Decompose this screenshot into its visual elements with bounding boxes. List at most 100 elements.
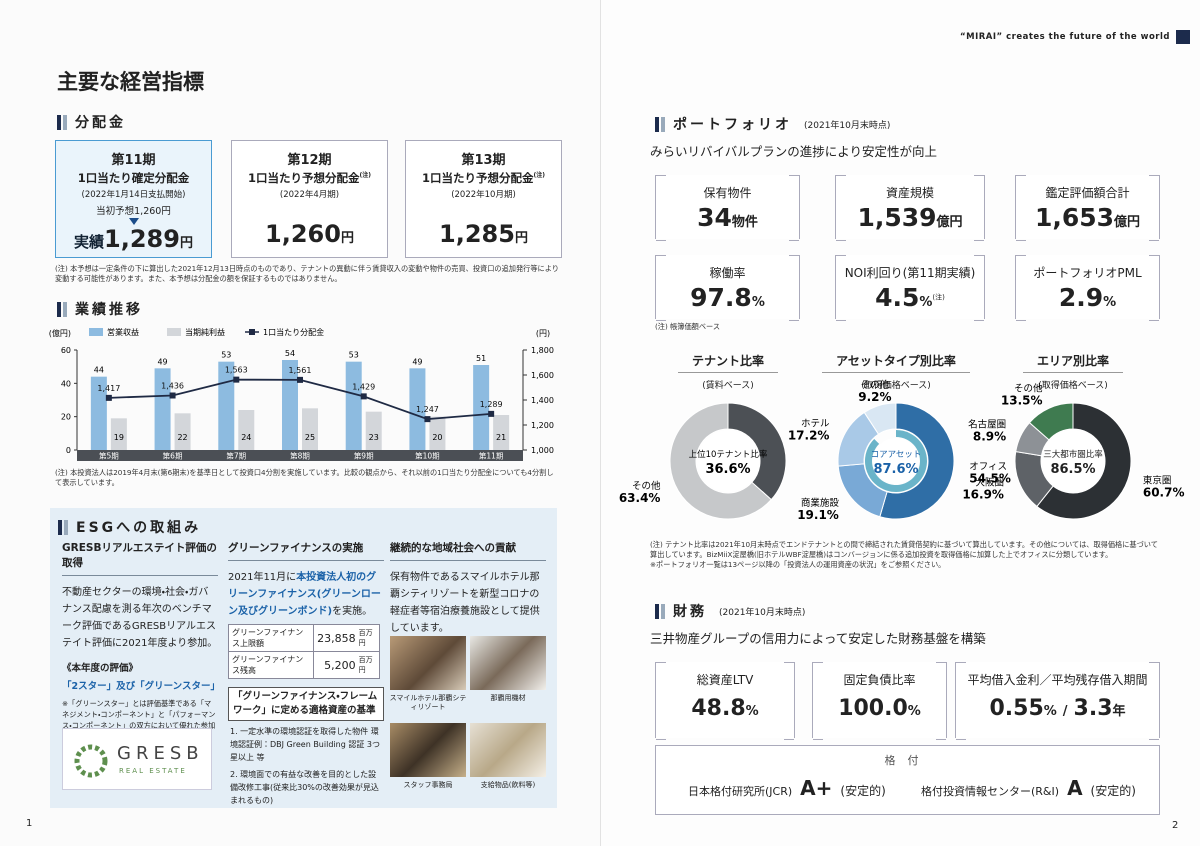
slice-label: 東京圏 <box>1143 474 1172 486</box>
x-axis-band <box>77 450 523 461</box>
y-tick-label: 40 <box>61 379 71 388</box>
col: 継続的な地域社会への貢献 保有物件であるスマイルホテル那覇シティリゾートを新型コ… <box>390 540 546 637</box>
rating: 「2スター」及び「グリーンスター」 <box>62 681 220 692</box>
slice-label: 大阪圏 <box>975 477 1004 489</box>
chart-heading: アセットタイプ別比率 (取得価格ベース) <box>811 350 981 391</box>
unit: 円 <box>514 231 528 246</box>
big: 1,260 <box>265 220 341 248</box>
donut-slice <box>669 402 772 520</box>
data-label: 25 <box>305 433 315 442</box>
date: (2021年10月末時点) <box>804 120 891 131</box>
c-date: (2022年1月14日支払開始) <box>81 190 186 200</box>
abs: 格付 <box>884 754 931 767</box>
sup: (注) <box>359 172 372 180</box>
data-label: 1,561 <box>289 366 312 375</box>
span: ESGへの取組み <box>76 520 202 536</box>
cap: スタッフ事務局 <box>403 781 453 789</box>
portfolio-stat: 保有物件 34物件 <box>655 175 800 241</box>
unit: % <box>1103 295 1117 310</box>
line-marker <box>105 394 112 401</box>
data-label: 1,417 <box>97 384 120 393</box>
abs: 財務 (2021年10月末時点) <box>655 601 805 621</box>
stat-label: NOI利回り(第11期実績) <box>844 266 976 280</box>
legend-swatch <box>167 328 181 336</box>
col-b: 不動産セクターの環境・社会・ガバナンス配慮を測る年次のベンチマーク評価であるGR… <box>62 587 218 649</box>
slice-value: 54.5% <box>969 471 1011 485</box>
distribution-card: 第11期 1口当たり確定分配金 (2022年1月14日支払開始) 当初予想1,2… <box>55 140 212 258</box>
big: 100.0 <box>838 696 908 721</box>
span: 日本格付研究所(JCR) <box>688 785 793 798</box>
data-label: 44 <box>94 366 104 375</box>
unit: 億円 <box>936 215 963 230</box>
note-mark: (注) <box>932 293 945 302</box>
stat-label: 稼働率 <box>709 266 746 280</box>
center-label: 上位10テナント比率 <box>689 449 768 460</box>
unit: % <box>751 295 765 310</box>
value: 2.9 <box>1058 283 1104 312</box>
legend-label: 営業収益 <box>107 327 139 337</box>
tbody: グリーンファイナンス上限額 23,858 百万円 グリーンファイナンス残高 5,200… <box>227 624 380 679</box>
portfolio-stat: 資産規模 1,539億円 <box>835 175 985 241</box>
span: ポートフォリオ <box>673 117 792 133</box>
cap: スマイルホテル那覇シティリゾート <box>389 694 467 711</box>
chart-subtitle: (賃料ベース) <box>702 381 754 391</box>
center-value: 87.6% <box>873 462 918 477</box>
chart-subtitle: (取得価格ベース) <box>861 381 931 391</box>
legend-swatch <box>89 328 103 336</box>
td: グリーンファイナンス残高 <box>227 651 315 679</box>
v: 23,858 <box>313 624 359 652</box>
data-label: 21 <box>496 433 506 442</box>
slice-label: オフィス <box>969 461 1007 472</box>
unit: % <box>907 704 921 719</box>
data-label: 49 <box>412 357 422 366</box>
slice-value: 19.1% <box>797 508 839 522</box>
donut-hole <box>697 430 759 492</box>
center-value: 36.6% <box>705 462 750 477</box>
donut-hole <box>1042 430 1104 492</box>
slice-label: 商業施設 <box>801 497 840 509</box>
big: 0.55 <box>989 696 1044 721</box>
distribution-card: 第13期 1口当たり予想分配金(注) (2022年10月期) 1,285円 <box>405 140 562 258</box>
fw: 「グリーンファイナンス・フレームワーク」に定める適格資産の基準 <box>228 687 384 721</box>
distribution-card: 第12期 1口当たり予想分配金(注) (2022年4月期) 1,260円 <box>231 140 388 258</box>
stat-value: 34物件 <box>656 203 799 232</box>
c-date: (2022年4月期) <box>279 190 340 200</box>
x-tick-label: 第10期 <box>415 451 440 461</box>
stat-label: 保有物件 <box>703 186 752 200</box>
unit: % <box>1043 704 1057 719</box>
tag-icon <box>1176 30 1190 44</box>
photo <box>470 723 546 777</box>
donut-slice <box>1036 402 1132 520</box>
data-label: 1,436 <box>161 382 184 391</box>
value: 4.5 <box>875 283 920 312</box>
crit: 2. 環境面での有益な改善を目的とした設備改修工事(従来比30%の改善効果が見込… <box>230 770 379 805</box>
abs: ESGへの取組み <box>58 517 201 537</box>
bar <box>302 408 318 450</box>
s-val: 0.55% / 3.3年 <box>956 696 1159 721</box>
rating-item: 日本格付研究所(JCR) A+ (安定的) <box>688 776 886 800</box>
unit: 億円 <box>1114 215 1141 230</box>
crit: 1. 一定水準の環境認証を取得した物件 環境認証例：DBJ Green Buil… <box>230 727 380 762</box>
x-tick-label: 第8期 <box>290 451 310 461</box>
lead: みらいリバイバルプランの進捗により安定性が向上 <box>650 144 938 159</box>
c-lab: 1口当たり確定分配金 <box>77 171 190 185</box>
abs: ※ポートフォリオ一覧は13ページ以降の「投資法人の運用資産の状況」をご参照くださ… <box>650 560 946 569</box>
span: 2021年11月に <box>228 572 297 583</box>
td: グリーンファイナンス上限額 <box>227 624 315 652</box>
donut-slice <box>863 402 897 435</box>
center-value: 86.5% <box>1050 462 1095 477</box>
y-tick-label: 60 <box>61 346 71 355</box>
s-lab: 総資産LTV <box>696 673 754 687</box>
subheading: 《本年度の評価》 <box>62 663 139 674</box>
c-per: 第12期 <box>287 153 332 168</box>
big: 1,289 <box>104 225 180 253</box>
cap: 那覇用機材 <box>490 694 526 702</box>
legend-label: 1口当たり分配金 <box>263 327 324 337</box>
c-lab: 1口当たり予想分配金(注) <box>232 170 387 186</box>
cap: 支給物品(飲料等) <box>480 781 536 789</box>
big: 1,285 <box>439 220 515 248</box>
u: 百万円 <box>358 624 380 652</box>
stat-value: 1,539億円 <box>836 203 984 232</box>
